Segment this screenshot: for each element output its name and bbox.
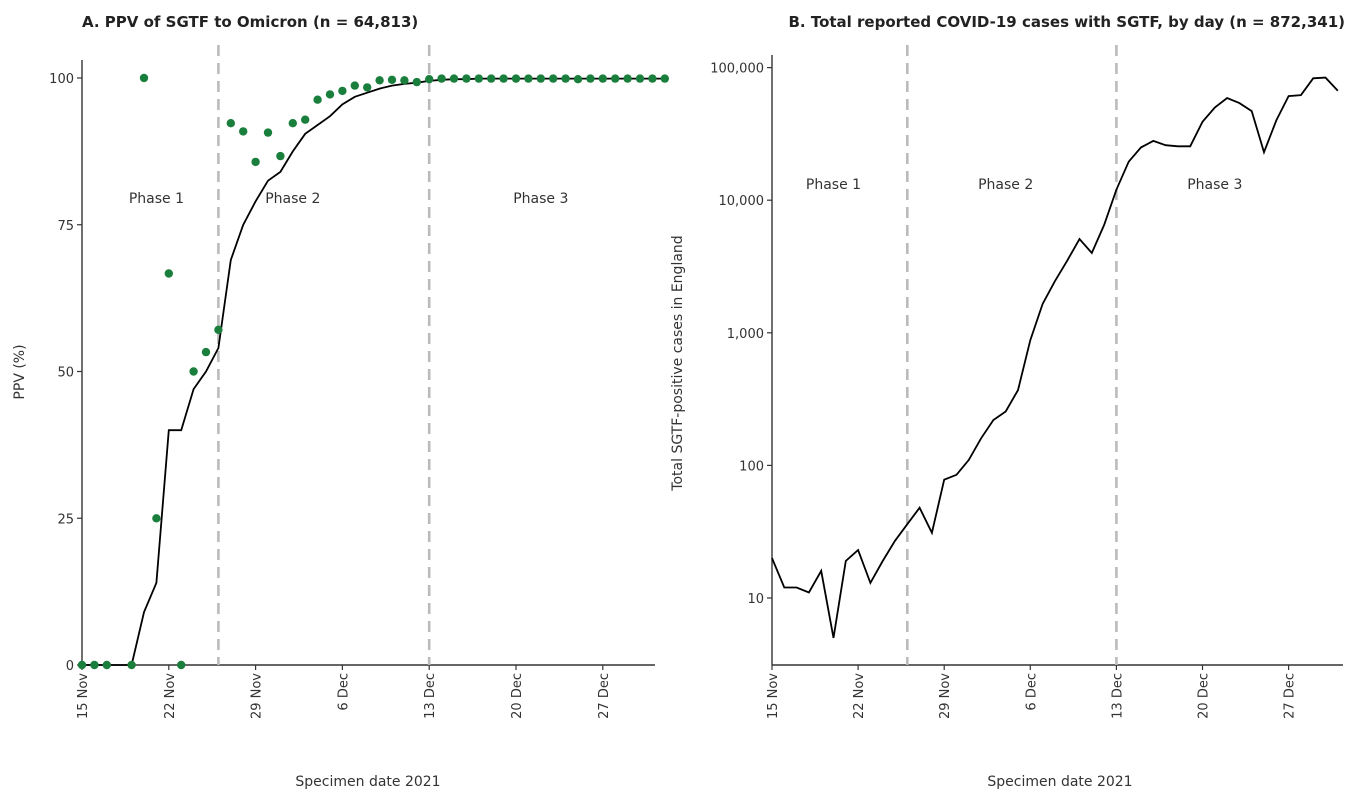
data-point bbox=[623, 74, 632, 83]
data-point bbox=[449, 74, 459, 83]
y-tick-label: 10 bbox=[747, 592, 764, 607]
x-tick-label: 29 Nov bbox=[938, 673, 953, 719]
phase-label: Phase 3 bbox=[1187, 177, 1242, 193]
data-point bbox=[313, 95, 322, 104]
data-point bbox=[536, 74, 545, 83]
y-tick-label: 0 bbox=[66, 659, 74, 674]
data-point bbox=[499, 74, 508, 83]
data-point bbox=[660, 74, 669, 83]
data-point bbox=[549, 74, 558, 83]
y-tick-label: 10,000 bbox=[719, 194, 765, 209]
data-point bbox=[598, 74, 607, 83]
x-tick-label: 22 Nov bbox=[852, 673, 867, 719]
data-point bbox=[251, 157, 260, 167]
panel-b-title: B. Total reported COVID-19 cases with SG… bbox=[788, 13, 1345, 31]
data-point bbox=[338, 86, 347, 96]
phase-label: Phase 3 bbox=[513, 191, 568, 207]
data-point bbox=[263, 128, 273, 137]
panel-b-cases-line bbox=[771, 76, 1339, 639]
data-point bbox=[412, 77, 421, 87]
data-point bbox=[276, 151, 285, 161]
data-point bbox=[90, 660, 99, 670]
x-tick-label: 13 Dec bbox=[1110, 673, 1125, 719]
phase-label: Phase 2 bbox=[265, 191, 320, 207]
y-tick-label: 25 bbox=[57, 512, 74, 527]
data-point bbox=[325, 90, 335, 99]
phase-label: Phase 2 bbox=[978, 177, 1033, 193]
panel-a-ppv-chart: A. PPV of SGTF to Omicron (n = 64,813) P… bbox=[12, 13, 669, 790]
data-point bbox=[586, 74, 595, 83]
x-tick-label: 22 Nov bbox=[163, 673, 178, 719]
data-point bbox=[139, 73, 149, 83]
x-tick-label: 6 Dec bbox=[336, 673, 351, 711]
data-point bbox=[214, 325, 223, 334]
phase-label: Phase 1 bbox=[129, 191, 184, 207]
panel-b-y-axis-label: Total SGTF-positive cases in England bbox=[670, 235, 686, 491]
y-tick-label: 100 bbox=[49, 72, 74, 87]
data-point bbox=[164, 269, 173, 278]
data-point bbox=[437, 74, 446, 83]
data-point bbox=[77, 660, 87, 670]
data-point bbox=[573, 75, 583, 84]
panel-b-cases-chart: B. Total reported COVID-19 cases with SG… bbox=[670, 13, 1345, 790]
data-point bbox=[226, 119, 235, 128]
panel-a-title: A. PPV of SGTF to Omicron (n = 64,813) bbox=[82, 13, 418, 31]
x-tick-label: 13 Dec bbox=[423, 673, 438, 719]
data-point bbox=[425, 75, 434, 84]
data-point bbox=[474, 74, 483, 83]
data-point bbox=[102, 660, 112, 670]
data-point bbox=[177, 660, 186, 670]
y-tick-label: 100,000 bbox=[710, 62, 764, 77]
x-tick-label: 15 Nov bbox=[76, 673, 91, 719]
x-tick-label: 27 Dec bbox=[597, 673, 612, 719]
data-point bbox=[301, 115, 310, 124]
panel-a-ppv-line bbox=[82, 77, 665, 666]
x-tick-label: 29 Nov bbox=[250, 673, 265, 719]
data-point bbox=[152, 514, 161, 523]
data-point bbox=[350, 81, 359, 90]
data-point bbox=[189, 367, 198, 376]
y-tick-label: 100 bbox=[739, 459, 764, 474]
x-tick-label: 27 Dec bbox=[1283, 673, 1298, 719]
y-tick-label: 50 bbox=[57, 366, 74, 381]
data-point bbox=[127, 660, 136, 670]
data-point bbox=[201, 347, 211, 357]
panel-b-x-axis-label: Specimen date 2021 bbox=[987, 774, 1132, 790]
data-point bbox=[487, 74, 496, 83]
data-point bbox=[375, 76, 384, 85]
data-point bbox=[363, 83, 372, 92]
data-point bbox=[288, 119, 297, 128]
y-tick-label: 75 bbox=[57, 219, 74, 234]
y-tick-label: 1,000 bbox=[727, 327, 764, 342]
data-point bbox=[239, 127, 248, 136]
panel-a-x-axis-label: Specimen date 2021 bbox=[295, 774, 440, 790]
data-point bbox=[561, 74, 570, 83]
data-point bbox=[511, 74, 521, 83]
data-point bbox=[387, 75, 397, 85]
x-tick-label: 20 Dec bbox=[510, 673, 525, 719]
x-tick-label: 20 Dec bbox=[1197, 673, 1212, 719]
data-point bbox=[462, 74, 471, 83]
data-point bbox=[611, 74, 620, 83]
phase-label: Phase 1 bbox=[806, 177, 861, 193]
x-tick-label: 15 Nov bbox=[766, 673, 781, 719]
panel-a-y-axis-label: PPV (%) bbox=[12, 344, 28, 399]
data-point bbox=[400, 76, 409, 85]
data-point bbox=[635, 74, 645, 83]
x-tick-label: 6 Dec bbox=[1024, 673, 1039, 711]
data-point bbox=[524, 74, 533, 83]
data-point bbox=[648, 74, 657, 83]
